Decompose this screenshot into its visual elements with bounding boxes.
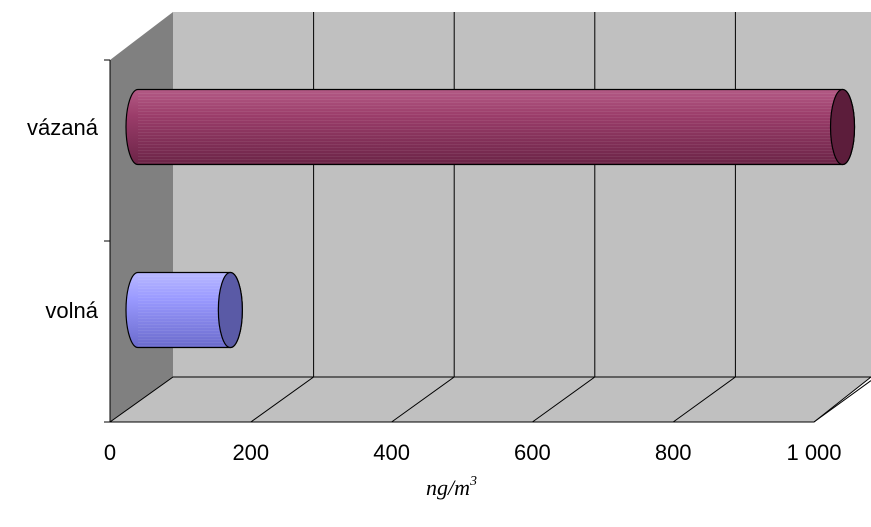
gridlines: [250, 12, 871, 423]
floor-gridline: [813, 380, 871, 423]
category-label: volná: [45, 298, 98, 323]
bar-volna: [125, 271, 243, 349]
cylinder-cap: [217, 271, 243, 349]
back-wall: [173, 12, 871, 377]
floor: [108, 376, 871, 423]
x-axis-title: ng/m3: [426, 474, 477, 500]
x-tick-label: 600: [514, 440, 551, 465]
x-tick-label: 200: [232, 440, 269, 465]
side-wall: [110, 12, 173, 422]
x-tick-label: 400: [373, 440, 410, 465]
x-tick-label: 0: [104, 440, 116, 465]
category-axis: [104, 59, 111, 423]
floor-gridline: [532, 376, 596, 423]
floor-gridline: [391, 376, 455, 423]
floor-gridline: [250, 376, 314, 423]
floor-gridline: [672, 376, 736, 423]
bars: [125, 88, 856, 349]
category-labels: volná vázaná: [27, 115, 99, 323]
bar-vazana: [125, 88, 856, 166]
x-tick-label: 800: [655, 440, 692, 465]
category-label: vázaná: [27, 115, 99, 140]
x-tick-labels: 0 200 400 600 800 1 000: [104, 440, 842, 465]
cylinder-cap: [829, 88, 856, 166]
x-tick-label: 1 000: [786, 440, 841, 465]
